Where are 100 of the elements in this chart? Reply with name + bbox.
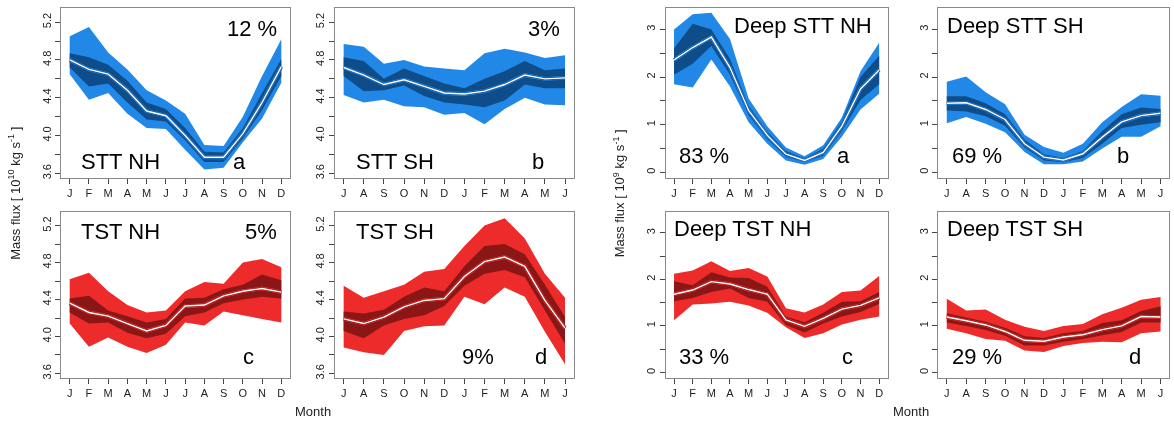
x-tick-label: F (689, 387, 697, 400)
x-tick-label: J (944, 187, 950, 200)
x-tick-label: O (837, 187, 847, 200)
y-tick-label: 0 (645, 367, 658, 374)
x-tick-label: S (219, 187, 228, 200)
x-tick-label: M (103, 187, 113, 200)
x-tick-label: M (1097, 387, 1107, 400)
x-tick-label: J (182, 387, 188, 400)
x-tick-label: A (800, 187, 809, 200)
x-tick-label: M (706, 187, 716, 200)
x-tick-label: A (123, 187, 132, 200)
x-tick-label: J (1060, 387, 1067, 400)
annotation: b (1117, 143, 1130, 168)
annotation: 5% (245, 219, 277, 244)
x-axis-title: Month (295, 404, 332, 419)
y-tick-label: 3.6 (314, 164, 327, 180)
x-tick-label: A (962, 187, 971, 200)
x-tick-label: J (340, 187, 347, 200)
annotation: 83 % (679, 143, 730, 168)
y-tick-label: 3.6 (314, 364, 327, 380)
x-tick-label: J (461, 387, 468, 400)
chart-title: TST SH (356, 219, 434, 244)
y-tick-label: 4.0 (40, 327, 53, 343)
x-tick-label: F (689, 187, 697, 200)
annotation: 9% (462, 344, 494, 369)
annotation: 12 % (227, 16, 278, 41)
y-tick-label: 3.6 (40, 164, 53, 180)
y-tick-label: 1 (645, 120, 658, 127)
x-tick-label: O (1000, 187, 1010, 200)
x-tick-label: J (461, 187, 468, 200)
x-tick-label: J (562, 387, 568, 400)
x-axis-title: Month (893, 404, 930, 419)
x-tick-label: S (380, 187, 388, 200)
annotation: 29 % (952, 344, 1003, 369)
chart-title: Deep TST NH (674, 216, 812, 241)
y-tick-label: 4.8 (314, 253, 327, 269)
x-tick-label: O (1000, 387, 1010, 400)
text: STT SH (356, 149, 434, 174)
x-tick-label: J (340, 387, 347, 400)
x-tick-label: S (819, 187, 827, 200)
y-tick-label: 1 (645, 321, 658, 328)
x-tick-label: O (399, 387, 409, 400)
x-tick-label: N (420, 387, 429, 400)
y-tick-label: 3 (645, 228, 658, 235)
chart-title: TST NH (81, 219, 161, 244)
x-tick-label: M (744, 387, 754, 400)
y-tick-label: 4.4 (314, 290, 327, 306)
y-tick-label: 2 (645, 72, 658, 79)
annotation: c (842, 344, 853, 369)
y-tick-label: 3.6 (40, 364, 53, 380)
x-tick-label: J (783, 387, 789, 400)
x-tick-label: D (277, 187, 286, 200)
y-tick-label: 0 (645, 167, 658, 174)
x-tick-label: F (85, 387, 93, 400)
x-tick-label: N (856, 187, 865, 200)
x-tick-label: J (66, 187, 73, 200)
x-tick-label: A (726, 187, 735, 200)
y-tick-label: 3 (645, 24, 658, 31)
x-tick-label: O (837, 387, 847, 400)
x-tick-label: M (1136, 387, 1146, 400)
y-tick-label: 3 (917, 24, 930, 31)
y-tick-label: 4.0 (40, 126, 53, 142)
x-tick-label: D (875, 187, 884, 200)
x-tick-label: A (1118, 387, 1127, 400)
chart-title: Deep TST SH (947, 216, 1084, 241)
x-tick-label: M (103, 387, 113, 400)
x-tick-label: J (66, 387, 73, 400)
annotation: d (535, 344, 548, 369)
annotation: a (233, 149, 246, 174)
chart-title: Deep STT SH (947, 13, 1084, 38)
x-tick-label: S (380, 387, 388, 400)
x-tick-label: M (706, 387, 716, 400)
x-tick-label: M (142, 387, 152, 400)
x-tick-label: M (1097, 187, 1107, 200)
x-tick-label: F (1079, 187, 1087, 200)
x-tick-label: N (856, 387, 865, 400)
annotation: d (1129, 344, 1142, 369)
x-tick-label: A (123, 387, 132, 400)
annotation: 33 % (679, 344, 730, 369)
y-tick-label: 2 (917, 274, 930, 281)
x-tick-label: N (258, 387, 267, 400)
x-tick-label: A (521, 387, 530, 400)
x-tick-label: S (819, 387, 827, 400)
x-tick-label: M (744, 187, 754, 200)
x-tick-label: F (85, 187, 93, 200)
x-tick-label: J (783, 187, 789, 200)
x-tick-label: F (481, 187, 489, 200)
x-tick-label: J (562, 187, 568, 200)
x-tick-label: N (258, 187, 267, 200)
x-tick-label: D (440, 387, 449, 400)
x-tick-label: J (182, 187, 188, 200)
x-tick-label: A (200, 187, 209, 200)
x-tick-label: M (142, 187, 152, 200)
x-tick-label: A (800, 387, 809, 400)
x-tick-label: D (1039, 387, 1048, 400)
y-tick-label: 4.0 (314, 327, 327, 343)
x-tick-label: D (875, 387, 884, 400)
x-tick-label: D (1039, 187, 1048, 200)
annotation: c (243, 344, 254, 369)
text: STT NH (81, 149, 161, 174)
